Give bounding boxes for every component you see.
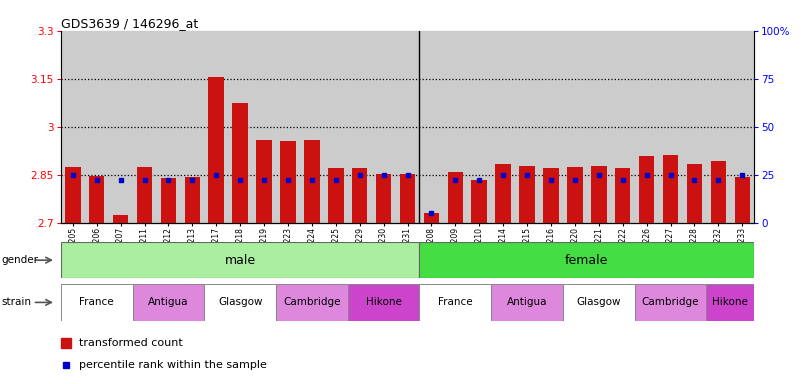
Bar [635, 31, 659, 223]
Text: Antigua: Antigua [148, 297, 189, 308]
Bar [113, 215, 128, 223]
Text: percentile rank within the sample: percentile rank within the sample [79, 360, 267, 370]
Bar [348, 31, 371, 223]
Text: Cambridge: Cambridge [283, 297, 341, 308]
Bar [65, 167, 80, 223]
Bar [735, 177, 750, 223]
Bar [543, 168, 559, 223]
Text: France: France [79, 297, 114, 308]
Bar [137, 167, 152, 223]
Bar [491, 284, 563, 321]
Bar [228, 31, 252, 223]
Bar [109, 31, 132, 223]
Text: female: female [565, 254, 608, 266]
Bar [515, 31, 539, 223]
Bar [208, 77, 224, 223]
Bar [61, 31, 84, 223]
Text: Glasgow: Glasgow [577, 297, 621, 308]
Bar [423, 213, 440, 223]
Text: strain: strain [2, 297, 32, 308]
Bar [659, 31, 683, 223]
Bar [591, 166, 607, 223]
Bar [281, 141, 296, 223]
Bar [204, 31, 228, 223]
Bar [300, 31, 324, 223]
Bar [706, 31, 731, 223]
Text: Glasgow: Glasgow [218, 297, 263, 308]
Bar [132, 284, 204, 321]
Bar [491, 31, 515, 223]
Bar [635, 284, 706, 321]
Bar [467, 31, 491, 223]
Bar [233, 103, 248, 223]
Bar [567, 167, 582, 223]
Bar [687, 164, 702, 223]
Bar [352, 168, 367, 223]
Bar [304, 139, 320, 223]
Bar [348, 284, 419, 321]
Bar [252, 31, 276, 223]
Bar [731, 31, 754, 223]
Bar [706, 284, 754, 321]
Bar [448, 172, 463, 223]
Bar [611, 31, 635, 223]
Bar [375, 174, 392, 223]
Text: France: France [438, 297, 473, 308]
Bar [157, 31, 180, 223]
Text: Antigua: Antigua [507, 297, 547, 308]
Bar [639, 156, 654, 223]
Bar [84, 31, 109, 223]
Bar [710, 161, 726, 223]
Bar [132, 31, 157, 223]
Bar [328, 168, 344, 223]
Bar [419, 284, 491, 321]
Bar [563, 31, 587, 223]
Bar [419, 31, 444, 223]
Text: Hikone: Hikone [712, 297, 749, 308]
Text: Hikone: Hikone [366, 297, 401, 308]
Bar [61, 242, 419, 278]
Text: Cambridge: Cambridge [642, 297, 699, 308]
Bar [563, 284, 635, 321]
Bar [683, 31, 706, 223]
Bar [276, 31, 300, 223]
Bar [89, 176, 105, 223]
Bar [587, 31, 611, 223]
Bar [371, 31, 396, 223]
Bar [161, 178, 176, 223]
Text: transformed count: transformed count [79, 338, 182, 348]
Bar [61, 284, 132, 321]
Bar [539, 31, 563, 223]
Bar [663, 155, 678, 223]
Text: GDS3639 / 146296_at: GDS3639 / 146296_at [61, 17, 198, 30]
Text: gender: gender [2, 255, 39, 265]
Bar [256, 139, 272, 223]
Bar [324, 31, 348, 223]
Bar [471, 180, 487, 223]
Bar [419, 242, 754, 278]
Bar [204, 284, 276, 321]
Bar [400, 174, 415, 223]
Bar [185, 177, 200, 223]
Bar [396, 31, 419, 223]
Bar [615, 168, 630, 223]
Bar [180, 31, 204, 223]
Text: male: male [225, 254, 255, 266]
Bar [496, 164, 511, 223]
Bar [444, 31, 467, 223]
Bar [519, 166, 534, 223]
Bar [276, 284, 348, 321]
